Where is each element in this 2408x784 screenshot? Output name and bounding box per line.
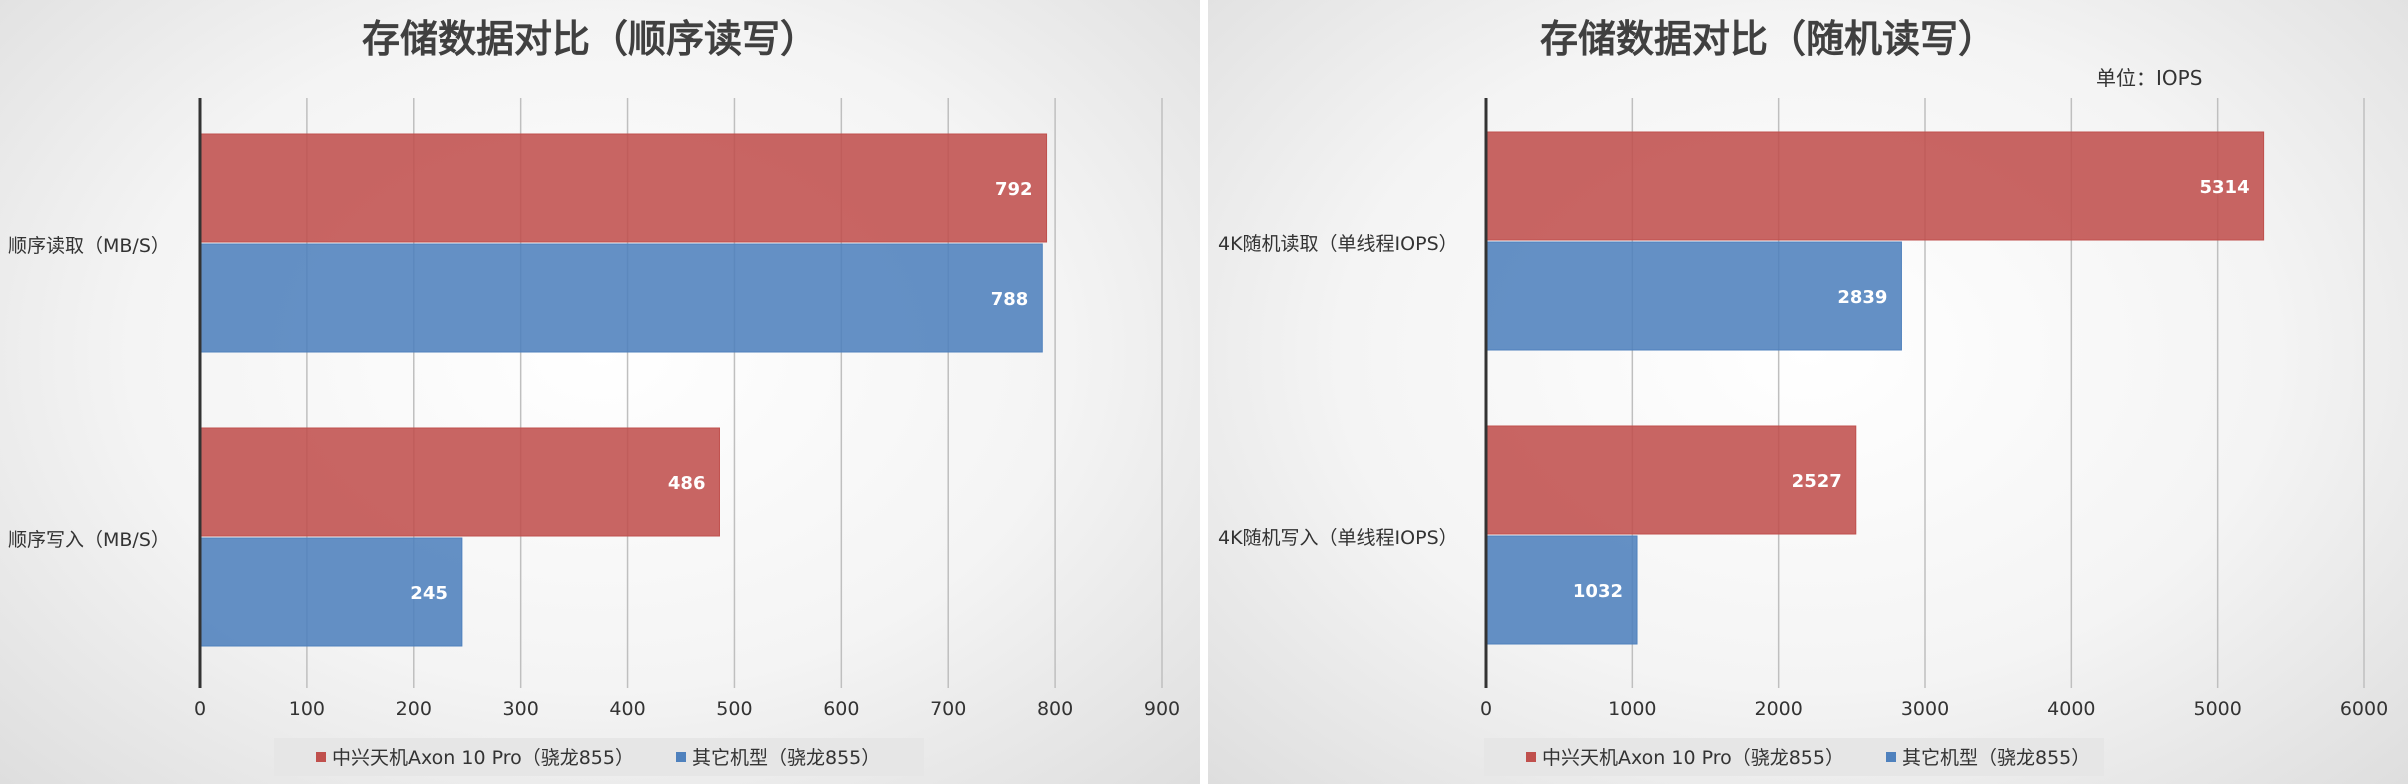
- bar: [1485, 131, 2265, 241]
- chart-panel-random: 存储数据对比（随机读写） 单位：IOPS 0 1000 2000 3000 4000 5000…: [1208, 0, 2408, 784]
- legend-box: [1484, 738, 2104, 776]
- x-tick-label: 100: [289, 698, 325, 720]
- bar: [199, 537, 463, 647]
- x-tick-label: 0: [194, 698, 206, 720]
- chart-title: 存储数据对比（随机读写）: [1540, 16, 1996, 61]
- bar: [1485, 535, 1638, 645]
- x-tick-label: 300: [503, 698, 539, 720]
- chart-panel-sequential: 存储数据对比（顺序读写） 0 100 200 300 400 500 600 700 800 900…: [0, 0, 1200, 784]
- data-label: 486: [668, 473, 706, 494]
- x-tick-label: 1000: [1608, 698, 1656, 720]
- legend-entry: 中兴天机Axon 10 Pro（骁龙855）: [1542, 747, 1844, 769]
- legend-swatch: [1886, 752, 1896, 762]
- data-label: 1032: [1573, 581, 1623, 602]
- legend-entry: 其它机型（骁龙855）: [1902, 747, 2090, 769]
- legend-entry: 其它机型（骁龙855）: [692, 747, 880, 769]
- chart-title: 存储数据对比（顺序读写）: [362, 16, 818, 61]
- bar: [199, 133, 1048, 243]
- data-label: 788: [991, 289, 1029, 310]
- x-tick-label: 2000: [1754, 698, 1802, 720]
- x-tick-label: 600: [823, 698, 859, 720]
- legend-swatch: [316, 752, 326, 762]
- data-label: 5314: [2200, 177, 2250, 198]
- x-tick-label: 400: [609, 698, 645, 720]
- chart-sequential: 存储数据对比（顺序读写） 0 100 200 300 400 500 600 700 800 900…: [8, 16, 1180, 776]
- category-label: 4K随机写入（单线程IOPS）: [1218, 527, 1458, 549]
- category-label: 顺序写入（MB/S）: [8, 529, 170, 551]
- x-tick-label: 0: [1480, 698, 1492, 720]
- x-tick-label: 4000: [2047, 698, 2095, 720]
- data-label: 792: [995, 179, 1033, 200]
- legend-box: [274, 738, 924, 776]
- x-tick-label: 900: [1144, 698, 1180, 720]
- data-label: 245: [410, 583, 448, 604]
- data-label: 2839: [1837, 287, 1887, 308]
- panel-divider: [1200, 0, 1208, 784]
- x-tick-label: 3000: [1901, 698, 1949, 720]
- x-tick-label: 200: [396, 698, 432, 720]
- x-tick-label: 800: [1037, 698, 1073, 720]
- x-tick-label: 700: [930, 698, 966, 720]
- x-tick-label: 5000: [2193, 698, 2241, 720]
- legend-entry: 中兴天机Axon 10 Pro（骁龙855）: [332, 747, 634, 769]
- x-tick-label: 500: [716, 698, 752, 720]
- bar: [1485, 241, 1902, 351]
- category-label: 4K随机读取（单线程IOPS）: [1218, 233, 1458, 255]
- chart-random: 存储数据对比（随机读写） 单位：IOPS 0 1000 2000 3000 4000 5000…: [1218, 16, 2388, 776]
- bar: [1485, 425, 1857, 535]
- category-label: 顺序读取（MB/S）: [8, 235, 170, 257]
- bar: [199, 427, 720, 537]
- bar: [199, 243, 1043, 353]
- data-label: 2527: [1792, 471, 1842, 492]
- x-tick-label: 6000: [2340, 698, 2388, 720]
- legend-swatch: [1526, 752, 1536, 762]
- legend-swatch: [676, 752, 686, 762]
- unit-note: 单位：IOPS: [2096, 66, 2202, 90]
